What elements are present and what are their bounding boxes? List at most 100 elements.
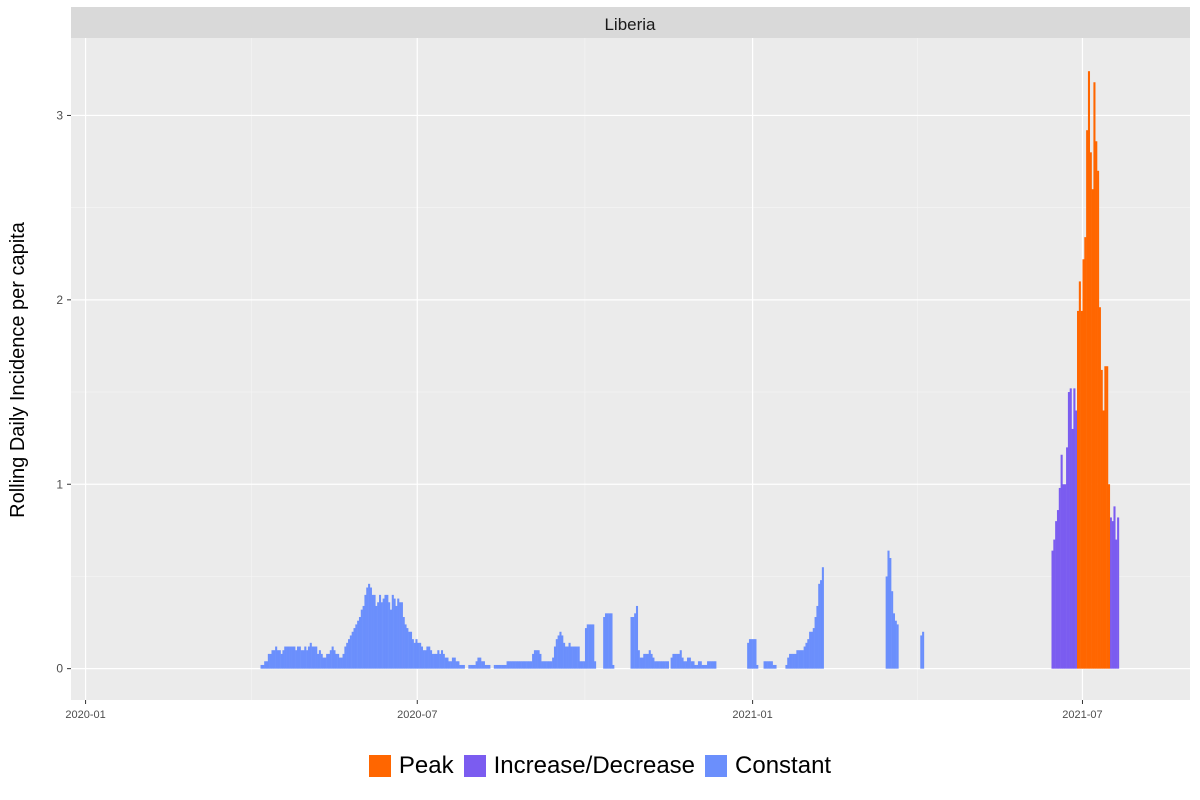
bar-incdec [1071, 428, 1074, 669]
bar-peak [1093, 82, 1096, 669]
bar-constant [681, 657, 684, 669]
bar-incdec [1064, 484, 1067, 669]
bar-constant [714, 661, 717, 669]
bar-constant [519, 661, 522, 669]
bar-constant [402, 617, 405, 669]
bar-constant [634, 613, 637, 669]
bar-constant [543, 661, 546, 669]
bar-constant [606, 613, 609, 669]
bar-constant [645, 653, 648, 669]
facet-label: Liberia [604, 15, 656, 34]
bar-constant [344, 646, 347, 669]
bar-constant [373, 594, 376, 669]
bar-constant [891, 591, 894, 669]
bar-constant [493, 664, 496, 669]
bar-constant [451, 657, 454, 669]
bar-constant [537, 650, 540, 669]
y-tick-label: 3 [56, 108, 63, 122]
bar-constant [710, 661, 713, 669]
bar-incdec [1055, 521, 1058, 669]
bar-constant [767, 661, 770, 669]
bar-peak [1097, 170, 1100, 669]
bar-incdec [1056, 510, 1060, 669]
bar-constant [894, 620, 897, 669]
bar-constant [583, 661, 586, 669]
bar-constant [282, 650, 285, 669]
bar-constant [659, 661, 662, 669]
bar-constant [448, 661, 451, 669]
bar-constant [577, 646, 580, 669]
legend-key-peak [368, 755, 391, 777]
bar-constant [637, 650, 640, 669]
bar-constant [473, 664, 476, 669]
bar-constant [348, 639, 351, 669]
bar-constant [552, 657, 555, 669]
bar-constant [391, 594, 394, 669]
bar-constant [267, 653, 270, 669]
bar-constant [273, 650, 276, 669]
bar-constant [397, 598, 400, 669]
bar-constant [528, 661, 531, 669]
bar-constant [482, 661, 485, 669]
bar-constant [461, 664, 464, 669]
legend-item-peak: Peak [368, 752, 454, 780]
bar-constant [415, 639, 418, 669]
bar-peak [1080, 310, 1083, 669]
bar-constant [635, 605, 639, 669]
bar-constant [417, 642, 420, 669]
y-tick-label: 2 [56, 293, 63, 307]
bar-constant [377, 602, 380, 669]
bar-constant [701, 664, 704, 669]
legend-label-increase-decrease: Increase/Decrease [493, 752, 696, 779]
bar-constant [453, 657, 456, 669]
bar-constant [694, 664, 697, 669]
bar-incdec [1115, 539, 1118, 669]
bar-constant [435, 653, 438, 669]
bar-constant [362, 605, 365, 669]
bar-constant [807, 639, 810, 669]
bar-constant [789, 653, 792, 669]
bar-peak [1104, 366, 1107, 669]
bar-constant [708, 661, 711, 669]
bar-constant [770, 661, 773, 669]
bar-constant [561, 635, 564, 669]
bar-constant [810, 631, 813, 669]
axes: 0 1 2 3 2020-01 2020-07 2021-01 2021-07 [56, 108, 1102, 721]
bar-constant [586, 624, 589, 669]
bar-constant [666, 661, 670, 669]
bar-constant [378, 594, 382, 669]
bar-constant [459, 664, 462, 669]
bar-constant [444, 657, 447, 669]
bar-constant [269, 653, 272, 669]
bar-constant [526, 661, 529, 669]
bar-constant [357, 620, 360, 669]
bar-constant [450, 661, 453, 669]
bar-constant [439, 653, 442, 669]
bar-constant [408, 631, 411, 669]
bars [260, 71, 1120, 669]
bar-constant [652, 657, 655, 669]
bar-constant [462, 664, 465, 669]
bar-constant [686, 657, 690, 669]
bar-constant [639, 657, 642, 669]
bar-constant [506, 661, 509, 669]
bar-constant [889, 558, 892, 669]
bar-incdec [1073, 388, 1076, 669]
bar-constant [535, 650, 538, 669]
bar-constant [790, 653, 793, 669]
bar-constant [484, 664, 487, 669]
bar-constant [524, 661, 527, 669]
bar-incdec [1060, 454, 1063, 669]
bar-constant [337, 653, 340, 669]
bar-constant [304, 646, 307, 669]
bar-constant [471, 664, 475, 669]
bar-constant [351, 631, 354, 669]
bar-constant [805, 642, 808, 669]
bar-constant [302, 650, 305, 669]
bar-constant [548, 661, 551, 669]
bar-constant [812, 628, 815, 669]
legend-label-constant: Constant [735, 752, 832, 779]
bar-constant [287, 646, 290, 669]
bar-peak [1091, 189, 1094, 669]
bar-incdec [1062, 484, 1065, 669]
